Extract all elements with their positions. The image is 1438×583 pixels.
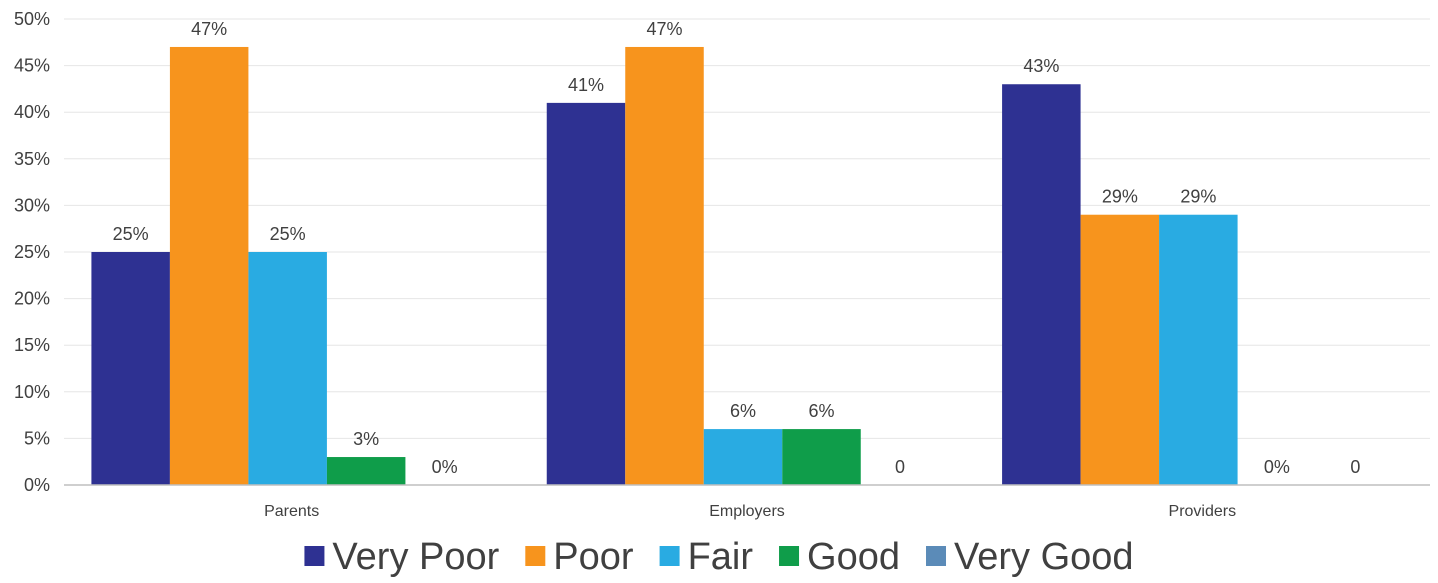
data-label: 43%: [1023, 56, 1059, 76]
y-tick-label: 15%: [14, 335, 50, 355]
bar-good-employers: [782, 429, 861, 485]
data-label: 6%: [730, 401, 756, 421]
y-tick-label: 35%: [14, 149, 50, 169]
y-tick-label: 45%: [14, 56, 50, 76]
data-label: 0: [1350, 457, 1360, 477]
y-tick-label: 5%: [24, 428, 50, 448]
data-label: 47%: [646, 19, 682, 39]
legend-label: Fair: [688, 536, 754, 578]
data-label: 0%: [432, 457, 458, 477]
bars: [91, 46, 1238, 486]
bar-poor-parents: [169, 46, 249, 486]
data-label: 6%: [808, 401, 834, 421]
y-tick-label: 50%: [14, 9, 50, 29]
data-label: 0%: [1264, 457, 1290, 477]
data-label: 47%: [191, 19, 227, 39]
legend-label: Good: [807, 536, 900, 578]
x-tick-label: Providers: [1169, 503, 1237, 520]
legend-swatch: [304, 546, 325, 566]
bar-very-poor-providers: [1002, 84, 1081, 486]
y-tick-label: 40%: [14, 102, 50, 122]
data-label: 3%: [353, 429, 379, 449]
y-tick-label: 30%: [14, 195, 50, 215]
x-axis: Parents Employers Providers: [64, 484, 1430, 520]
y-axis: 0% 5% 10% 15% 20% 25% 30% 35% 40% 45% 50%: [14, 9, 50, 495]
data-label: 0: [895, 457, 905, 477]
bar-fair-parents: [248, 252, 327, 485]
x-tick-label: Parents: [264, 503, 319, 520]
legend-swatch: [926, 546, 947, 566]
legend-swatch: [659, 546, 680, 566]
y-tick-label: 20%: [14, 289, 50, 309]
legend-label: Very Poor: [332, 536, 499, 578]
legend-label: Poor: [553, 536, 634, 578]
legend: Very Poor Poor Fair Good Very Good: [304, 536, 1134, 578]
data-label: 41%: [568, 75, 604, 95]
y-tick-label: 10%: [14, 382, 50, 402]
bar-poor-providers: [1080, 214, 1160, 485]
data-label: 29%: [1102, 187, 1138, 207]
bar-fair-providers: [1159, 214, 1238, 485]
y-tick-label: 0%: [24, 475, 50, 495]
data-labels: 25% 47% 25% 3% 0% 41% 47% 6% 6% 0 43% 29% 29% 0% 0: [113, 19, 1361, 477]
legend-label: Very Good: [954, 536, 1134, 578]
bar-fair-employers: [703, 429, 783, 485]
bar-very-poor-parents: [91, 252, 170, 485]
legend-swatch: [779, 546, 800, 566]
bar-poor-employers: [625, 46, 704, 486]
y-tick-label: 25%: [14, 242, 50, 262]
data-label: 25%: [113, 224, 149, 244]
data-label: 25%: [270, 224, 306, 244]
bar-very-poor-employers: [546, 102, 626, 485]
data-label: 29%: [1180, 187, 1216, 207]
bar-good-parents: [326, 457, 406, 485]
x-tick-label: Employers: [709, 503, 785, 520]
legend-swatch: [525, 546, 546, 566]
